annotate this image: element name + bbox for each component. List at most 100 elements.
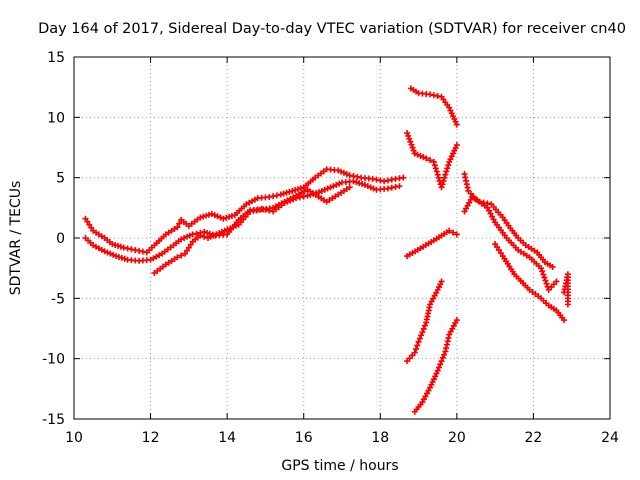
data-point xyxy=(283,189,290,196)
y-tick-label: 10 xyxy=(47,110,65,126)
data-point xyxy=(183,247,190,254)
data-point xyxy=(178,252,185,259)
data-point xyxy=(435,174,442,181)
data-point xyxy=(439,181,446,188)
data-point xyxy=(266,193,273,200)
y-axis-label: SDTVAR / TECUs xyxy=(8,181,24,296)
data-point xyxy=(280,190,287,197)
data-point xyxy=(346,184,353,191)
data-point xyxy=(300,193,307,200)
data-point xyxy=(296,194,303,201)
data-point xyxy=(373,176,380,183)
data-point xyxy=(270,193,277,200)
data-point xyxy=(84,218,91,225)
data-point xyxy=(497,250,504,257)
data-point xyxy=(444,165,451,172)
data-point xyxy=(416,335,423,342)
data-point xyxy=(438,184,445,191)
data-point xyxy=(418,332,425,339)
data-point xyxy=(419,329,426,336)
data-points xyxy=(82,85,571,415)
data-point xyxy=(388,184,395,191)
data-point xyxy=(174,224,181,231)
data-point xyxy=(411,349,418,356)
data-point xyxy=(453,142,460,149)
data-point xyxy=(434,367,441,374)
data-point xyxy=(538,265,545,272)
x-tick-label: 10 xyxy=(65,430,83,446)
data-point xyxy=(438,358,445,365)
x-tick-label: 22 xyxy=(525,430,543,446)
data-point xyxy=(438,278,445,285)
data-point xyxy=(423,155,430,162)
data-point xyxy=(407,138,414,145)
data-point xyxy=(414,342,421,349)
data-point xyxy=(453,121,460,128)
gridlines xyxy=(74,57,610,419)
data-point xyxy=(434,93,441,100)
data-point xyxy=(420,325,427,332)
data-point xyxy=(441,351,448,358)
data-point xyxy=(115,242,122,249)
data-point xyxy=(431,162,438,169)
data-point xyxy=(277,191,284,198)
data-point xyxy=(388,176,395,183)
data-point xyxy=(356,180,363,187)
data-point xyxy=(200,213,207,220)
data-point xyxy=(118,254,125,261)
data-point xyxy=(292,187,299,194)
data-point xyxy=(204,229,211,236)
data-point xyxy=(539,268,546,275)
data-point xyxy=(439,354,446,361)
data-point xyxy=(495,247,502,254)
data-point xyxy=(442,171,449,178)
data-point xyxy=(128,246,135,253)
data-point xyxy=(453,317,460,324)
data-point xyxy=(176,220,183,227)
data-point xyxy=(223,214,230,221)
data-point xyxy=(440,177,447,184)
data-point xyxy=(228,212,235,219)
data-point xyxy=(189,231,196,238)
data-point xyxy=(197,232,204,239)
data-point xyxy=(286,188,293,195)
data-point xyxy=(543,280,550,287)
x-tick-label: 12 xyxy=(142,430,160,446)
data-point xyxy=(353,179,360,186)
data-point xyxy=(409,144,416,151)
data-point xyxy=(109,241,116,248)
data-point xyxy=(541,274,548,281)
data-point xyxy=(446,227,453,234)
data-point xyxy=(443,168,450,175)
data-point xyxy=(480,199,487,206)
y-tick-label: -15 xyxy=(42,412,65,428)
data-point xyxy=(294,186,301,193)
data-point xyxy=(433,168,440,175)
data-point xyxy=(350,173,357,180)
data-point xyxy=(132,247,139,254)
data-point xyxy=(88,224,95,231)
data-point xyxy=(273,192,280,199)
data-point xyxy=(193,230,200,237)
data-point xyxy=(136,247,143,254)
data-point xyxy=(441,174,448,181)
data-point xyxy=(197,214,204,221)
data-point xyxy=(400,174,407,181)
data-point xyxy=(206,230,213,237)
y-tick-label: -5 xyxy=(51,291,65,307)
data-point xyxy=(384,185,391,192)
x-tick-label: 24 xyxy=(601,430,619,446)
data-point xyxy=(405,132,412,139)
data-point xyxy=(427,91,434,98)
data-point xyxy=(435,364,442,371)
axes xyxy=(73,56,611,420)
data-point xyxy=(182,250,189,257)
data-point xyxy=(174,254,181,261)
data-point xyxy=(484,200,491,207)
data-point xyxy=(404,130,411,137)
data-point xyxy=(542,277,549,284)
data-point xyxy=(124,245,131,252)
data-point xyxy=(437,361,444,368)
